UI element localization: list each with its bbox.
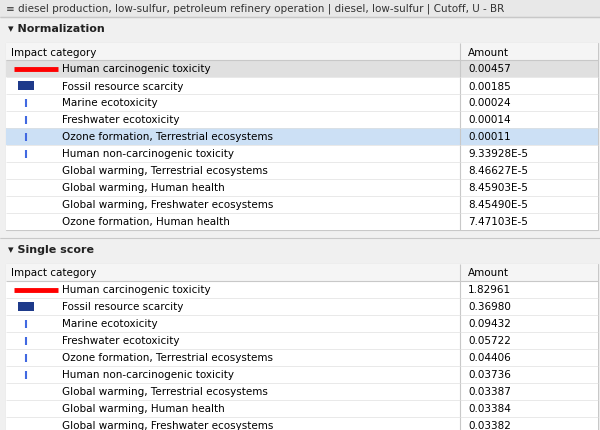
Text: 7.47103E-5: 7.47103E-5 [468,217,528,227]
Text: Global warming, Terrestrial ecosystems: Global warming, Terrestrial ecosystems [62,166,268,176]
Text: Impact category: Impact category [11,268,97,278]
Bar [6,383,598,400]
Text: 0.03387: 0.03387 [468,387,511,396]
Text: 0.05722: 0.05722 [468,336,511,346]
Text: Ozone formation, Terrestrial ecosystems: Ozone formation, Terrestrial ecosystems [62,353,273,362]
Bar [0,0,600,18]
Bar [6,298,598,315]
Bar [6,61,598,78]
Text: 9.33928E-5: 9.33928E-5 [468,149,528,159]
Bar [6,197,598,214]
Text: Freshwater ecotoxicity: Freshwater ecotoxicity [62,336,179,346]
Bar [6,180,598,197]
Bar [6,264,598,281]
Text: 0.00185: 0.00185 [468,81,511,91]
Bar [0,18,600,40]
Text: Human carcinogenic toxicity: Human carcinogenic toxicity [62,285,211,295]
Bar [6,112,598,129]
Bar [18,302,34,311]
Text: ▾ Single score: ▾ Single score [8,244,94,255]
Text: Global warming, Human health: Global warming, Human health [62,404,225,414]
Text: Marine ecotoxicity: Marine ecotoxicity [62,319,158,329]
Text: Impact category: Impact category [11,47,97,57]
Text: 0.03384: 0.03384 [468,404,511,414]
Text: 0.00014: 0.00014 [468,115,511,125]
Bar [6,400,598,417]
Bar [6,146,598,163]
Text: 0.36980: 0.36980 [468,302,511,312]
Bar [6,417,598,430]
Text: Human carcinogenic toxicity: Human carcinogenic toxicity [62,64,211,74]
Bar [6,214,598,230]
Bar [6,129,598,146]
Bar [6,264,598,430]
Text: Freshwater ecotoxicity: Freshwater ecotoxicity [62,115,179,125]
Text: ≡ diesel production, low-sulfur, petroleum refinery operation | diesel, low-sulf: ≡ diesel production, low-sulfur, petrole… [6,4,504,14]
Text: 0.00011: 0.00011 [468,132,511,142]
Text: Amount: Amount [468,268,509,278]
Bar [6,163,598,180]
Text: 8.46627E-5: 8.46627E-5 [468,166,528,176]
Bar [6,366,598,383]
Text: Ozone formation, Terrestrial ecosystems: Ozone formation, Terrestrial ecosystems [62,132,273,142]
Bar [0,239,600,261]
Text: 8.45490E-5: 8.45490E-5 [468,200,528,210]
Text: 8.45903E-5: 8.45903E-5 [468,183,528,193]
Text: Fossil resource scarcity: Fossil resource scarcity [62,302,184,312]
Bar [6,44,598,230]
Bar [6,44,598,61]
Text: Global warming, Freshwater ecosystems: Global warming, Freshwater ecosystems [62,421,274,430]
Bar [6,349,598,366]
Bar [6,332,598,349]
Text: 0.03736: 0.03736 [468,370,511,380]
Text: Marine ecotoxicity: Marine ecotoxicity [62,98,158,108]
Bar [6,78,598,95]
Text: Human non-carcinogenic toxicity: Human non-carcinogenic toxicity [62,370,234,380]
Text: Amount: Amount [468,47,509,57]
Text: 0.00024: 0.00024 [468,98,511,108]
Bar [6,281,598,298]
Bar [18,82,34,91]
Text: 0.00457: 0.00457 [468,64,511,74]
Bar [6,315,598,332]
Text: Ozone formation, Human health: Ozone formation, Human health [62,217,230,227]
Text: Global warming, Human health: Global warming, Human health [62,183,225,193]
Text: 1.82961: 1.82961 [468,285,511,295]
Text: 0.04406: 0.04406 [468,353,511,362]
Text: 0.03382: 0.03382 [468,421,511,430]
Text: ▾ Normalization: ▾ Normalization [8,24,105,34]
Bar [6,95,598,112]
Text: Global warming, Terrestrial ecosystems: Global warming, Terrestrial ecosystems [62,387,268,396]
Text: Human non-carcinogenic toxicity: Human non-carcinogenic toxicity [62,149,234,159]
Text: Fossil resource scarcity: Fossil resource scarcity [62,81,184,91]
Text: Global warming, Freshwater ecosystems: Global warming, Freshwater ecosystems [62,200,274,210]
Text: 0.09432: 0.09432 [468,319,511,329]
